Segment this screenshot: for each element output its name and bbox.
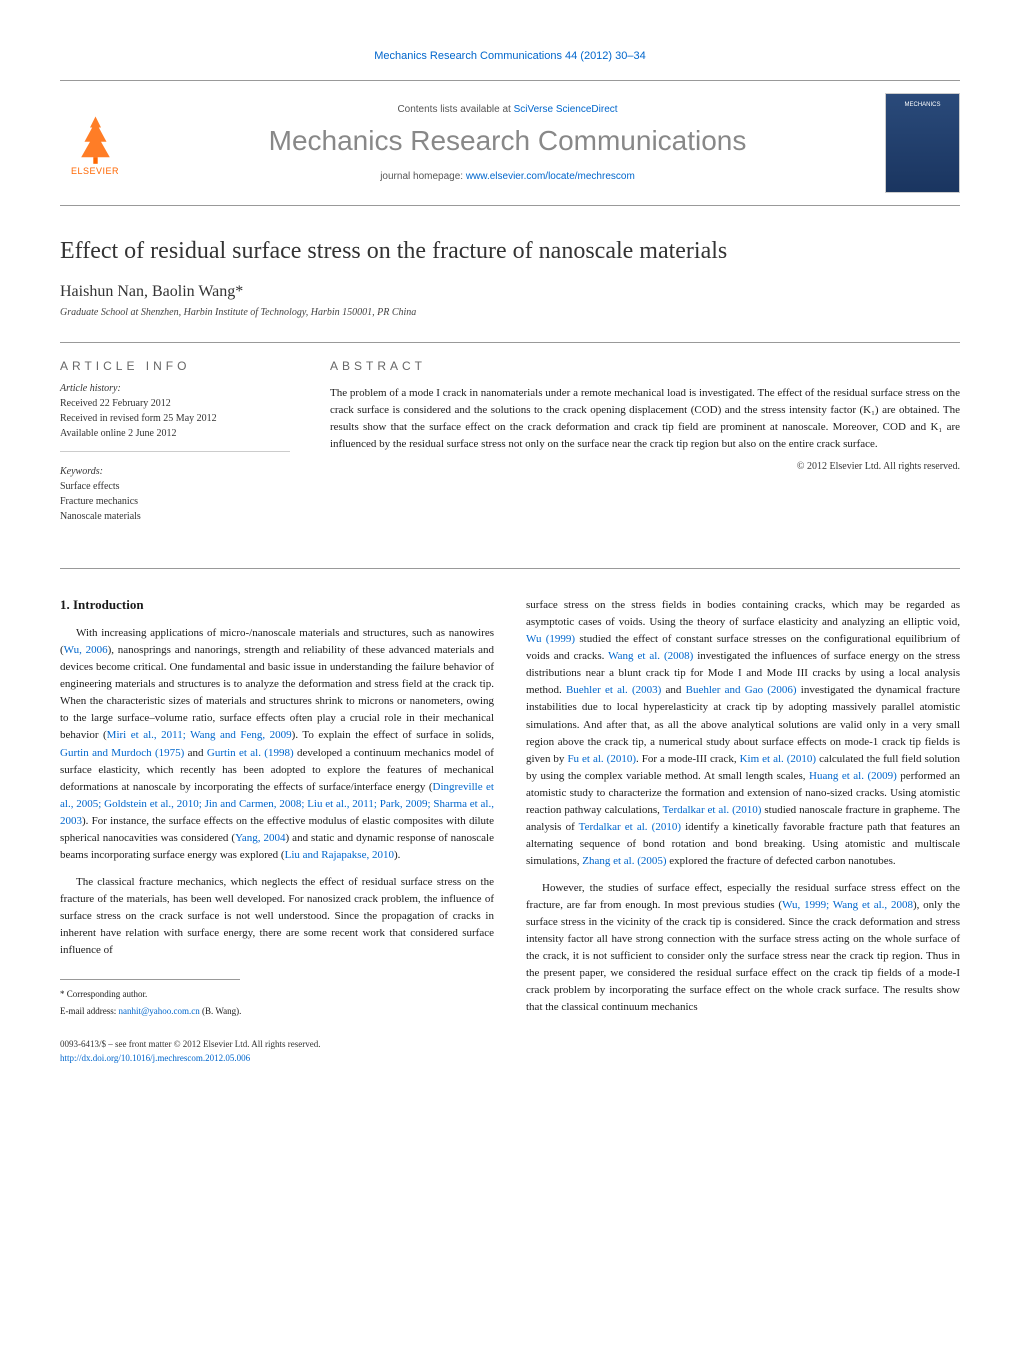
contents-prefix: Contents lists available at bbox=[397, 104, 513, 115]
copyright-line: 0093-6413/$ – see front matter © 2012 El… bbox=[60, 1038, 494, 1052]
ref-buehler-2006[interactable]: Buehler and Gao (2006) bbox=[686, 684, 797, 696]
paragraph-4: However, the studies of surface effect, … bbox=[526, 880, 960, 1016]
section-1-heading: 1. Introduction bbox=[60, 597, 494, 613]
homepage-prefix: journal homepage: bbox=[380, 171, 466, 182]
body-columns: 1. Introduction With increasing applicat… bbox=[60, 597, 960, 1065]
abstract-text: The problem of a mode I crack in nanomat… bbox=[330, 385, 960, 453]
ref-wu-2006[interactable]: Wu, 2006 bbox=[64, 644, 108, 656]
keywords-label: Keywords: bbox=[60, 466, 290, 477]
ref-miri-wang[interactable]: Miri et al., 2011; Wang and Feng, 2009 bbox=[107, 729, 292, 741]
ref-fu-2010[interactable]: Fu et al. (2010) bbox=[567, 753, 636, 765]
ref-zhang-2005[interactable]: Zhang et al. (2005) bbox=[582, 855, 666, 867]
keyword-1: Surface effects bbox=[60, 479, 290, 494]
history-label: Article history: bbox=[60, 383, 290, 394]
elsevier-label: ELSEVIER bbox=[71, 166, 119, 176]
corresponding-author-note: * Corresponding author. bbox=[60, 988, 494, 1002]
elsevier-tree-icon bbox=[68, 111, 123, 166]
article-info-panel: article info Article history: Received 2… bbox=[60, 359, 290, 548]
left-column: 1. Introduction With increasing applicat… bbox=[60, 597, 494, 1065]
masthead: ELSEVIER Contents lists available at Sci… bbox=[60, 80, 960, 206]
abstract-copyright: © 2012 Elsevier Ltd. All rights reserved… bbox=[330, 461, 960, 472]
right-column: surface stress on the stress fields in b… bbox=[526, 597, 960, 1065]
ref-huang-2009[interactable]: Huang et al. (2009) bbox=[809, 770, 897, 782]
ref-terdalkar-2010[interactable]: Terdalkar et al. (2010) bbox=[663, 804, 762, 816]
ref-wu-1999[interactable]: Wu (1999) bbox=[526, 633, 575, 645]
received-date: Received 22 February 2012 bbox=[60, 396, 290, 411]
abstract-heading: abstract bbox=[330, 359, 960, 373]
cover-label: MECHANICS bbox=[891, 102, 954, 108]
citation-header: Mechanics Research Communications 44 (20… bbox=[60, 50, 960, 62]
bottom-meta: 0093-6413/$ – see front matter © 2012 El… bbox=[60, 1038, 494, 1065]
ref-terdalkar-2010b[interactable]: Terdalkar et al. (2010) bbox=[579, 821, 681, 833]
ref-wu-wang[interactable]: Wu, 1999; Wang et al., 2008 bbox=[782, 899, 913, 911]
abstract-panel: abstract The problem of a mode I crack i… bbox=[330, 359, 960, 548]
ref-wang-2008[interactable]: Wang et al. (2008) bbox=[608, 650, 693, 662]
ref-buehler-2003[interactable]: Buehler et al. (2003) bbox=[566, 684, 661, 696]
ref-gurtin-1975[interactable]: Gurtin and Murdoch (1975) bbox=[60, 747, 184, 759]
email-note: E-mail address: nanhit@yahoo.com.cn (B. … bbox=[60, 1005, 494, 1019]
keyword-2: Fracture mechanics bbox=[60, 494, 290, 509]
paragraph-3: surface stress on the stress fields in b… bbox=[526, 597, 960, 870]
journal-cover-thumbnail: MECHANICS bbox=[885, 93, 960, 193]
homepage-link[interactable]: www.elsevier.com/locate/mechrescom bbox=[466, 171, 635, 182]
doi-link[interactable]: http://dx.doi.org/10.1016/j.mechrescom.2… bbox=[60, 1053, 250, 1063]
ref-liu-raj[interactable]: Liu and Rajapakse, 2010 bbox=[285, 849, 394, 861]
affiliation: Graduate School at Shenzhen, Harbin Inst… bbox=[60, 307, 960, 318]
article-title: Effect of residual surface stress on the… bbox=[60, 236, 960, 267]
homepage-line: journal homepage: www.elsevier.com/locat… bbox=[148, 171, 867, 182]
article-info-heading: article info bbox=[60, 359, 290, 373]
ref-kim-2010[interactable]: Kim et al. (2010) bbox=[740, 753, 817, 765]
paragraph-1: With increasing applications of micro-/n… bbox=[60, 625, 494, 864]
authors: Haishun Nan, Baolin Wang* bbox=[60, 283, 960, 301]
paragraph-2: The classical fracture mechanics, which … bbox=[60, 874, 494, 959]
online-date: Available online 2 June 2012 bbox=[60, 426, 290, 441]
ref-gurtin-1998[interactable]: Gurtin et al. (1998) bbox=[207, 747, 294, 759]
sciencedirect-link[interactable]: SciVerse ScienceDirect bbox=[514, 104, 618, 115]
keyword-3: Nanoscale materials bbox=[60, 509, 290, 524]
revised-date: Received in revised form 25 May 2012 bbox=[60, 411, 290, 426]
author-email-link[interactable]: nanhit@yahoo.com.cn bbox=[118, 1006, 199, 1016]
contents-line: Contents lists available at SciVerse Sci… bbox=[148, 104, 867, 115]
elsevier-logo: ELSEVIER bbox=[60, 103, 130, 183]
journal-title: Mechanics Research Communications bbox=[148, 125, 867, 157]
ref-yang-2004[interactable]: Yang, 2004 bbox=[235, 832, 285, 844]
